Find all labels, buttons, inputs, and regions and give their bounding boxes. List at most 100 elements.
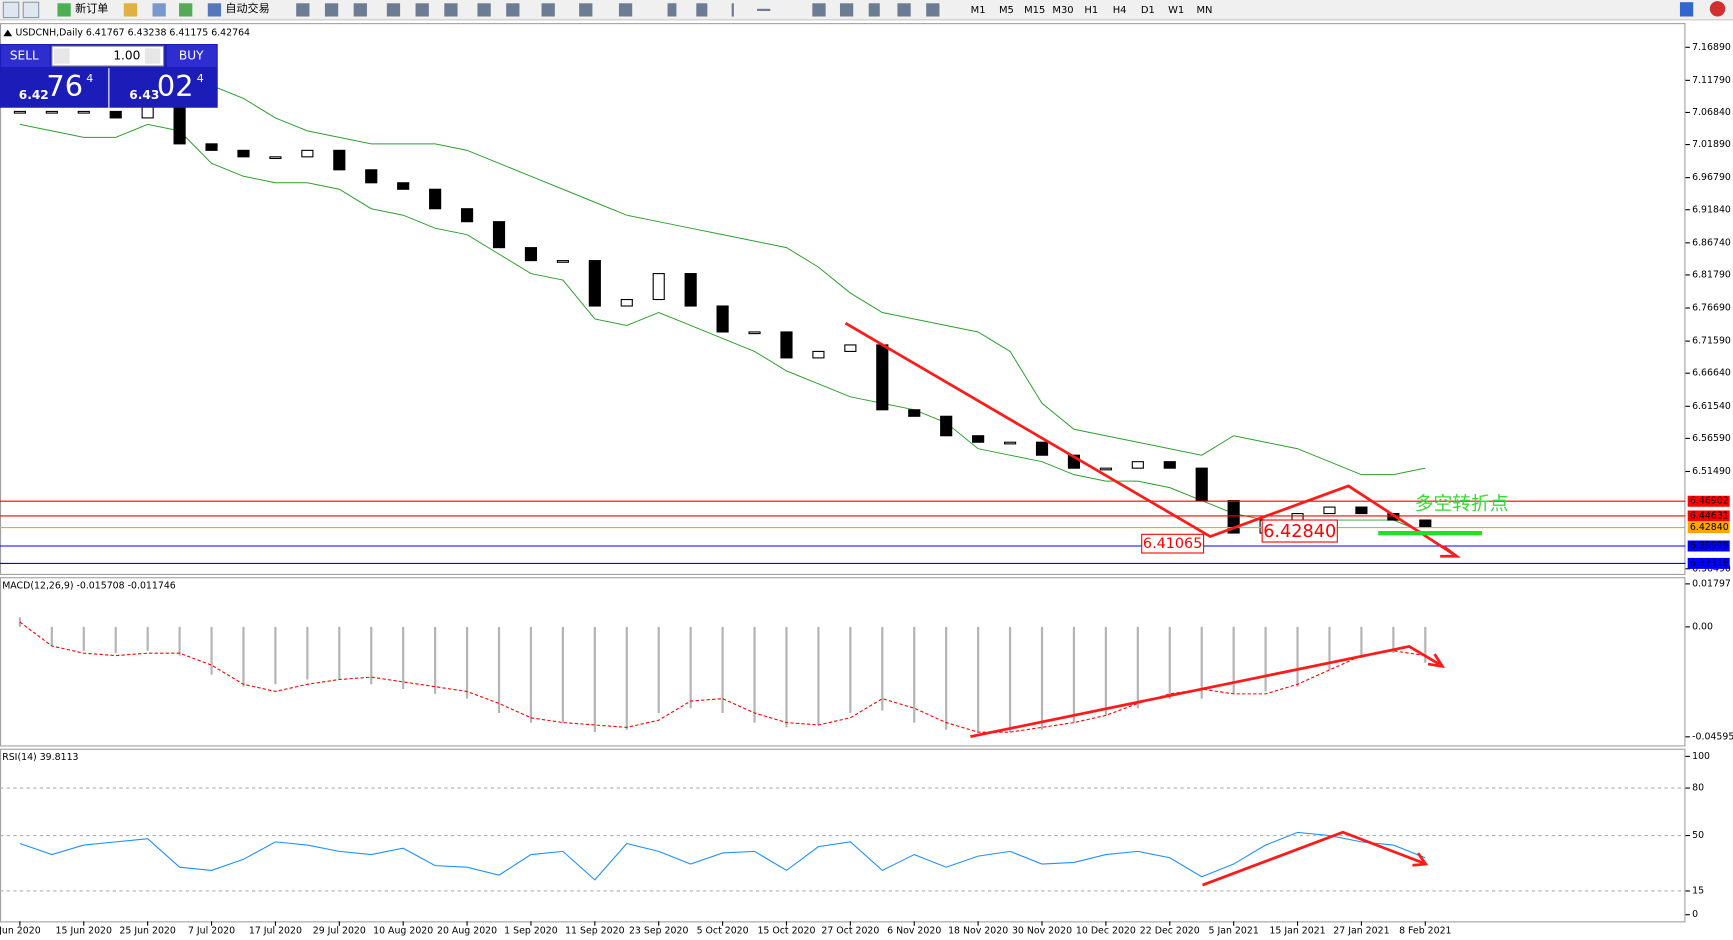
toolbar-icon[interactable] [123, 3, 138, 17]
tool-icon[interactable] [324, 3, 339, 17]
tool-icon[interactable] [839, 3, 854, 17]
tool-icon[interactable] [353, 3, 367, 17]
timeframe-button[interactable]: W1 [1168, 5, 1184, 16]
y-tick-label: 6.66640 [1692, 368, 1731, 379]
sell-price-pips[interactable]: 76 [46, 69, 83, 103]
auto-trading-button[interactable]: 自动交易 [225, 1, 269, 15]
tool-icon[interactable] [868, 3, 880, 17]
toolbar-tools [296, 3, 940, 17]
y-tick-label: 7.06840 [1692, 107, 1731, 118]
candle [780, 331, 793, 359]
x-tick-label: 30 Nov 2020 [1012, 926, 1072, 937]
x-tick-label: 7 Jul 2020 [188, 926, 235, 937]
sell-price-big[interactable]: 6.42 [19, 88, 49, 102]
candle [269, 156, 282, 160]
tool-icon[interactable] [897, 3, 911, 17]
candle [556, 260, 569, 263]
price-level-tag [1687, 510, 1730, 522]
y-tick-label: 100 [1692, 751, 1710, 762]
candle [908, 409, 921, 417]
rsi-arrow [1202, 830, 1425, 887]
price-level-label: 6.46902 [1690, 496, 1729, 507]
tool-icon[interactable] [618, 3, 633, 17]
timeframe-button[interactable]: MN [1196, 5, 1212, 16]
search-icon[interactable] [1679, 2, 1694, 17]
timeframe-button[interactable]: D1 [1141, 5, 1155, 16]
tool-icon[interactable] [444, 3, 458, 17]
lot-down[interactable] [54, 48, 70, 64]
candle [1099, 467, 1112, 471]
candle [1323, 506, 1336, 515]
annotation-box [1261, 519, 1338, 543]
tool-icon[interactable] [541, 3, 555, 17]
candle [1067, 454, 1081, 469]
tool-icon[interactable] [579, 3, 593, 17]
collapse-icon[interactable] [3, 29, 13, 37]
buy-price-big[interactable]: 6.43 [129, 88, 159, 102]
new-order-icon[interactable] [57, 3, 71, 17]
candle [109, 110, 122, 119]
toolbar-icon[interactable] [22, 1, 40, 19]
buy-button[interactable] [166, 45, 217, 68]
candle [173, 104, 186, 145]
y-tick-label: 15 [1692, 885, 1704, 896]
sell-price-frac[interactable]: 4 [86, 72, 93, 85]
timeframe-button[interactable]: H1 [1084, 5, 1098, 16]
tool-icon[interactable] [415, 3, 429, 17]
toolbar-icon[interactable] [152, 3, 166, 17]
toolbar [0, 0, 1733, 20]
y-tick-label: 0.00 [1692, 621, 1713, 632]
tool-icon[interactable] [506, 3, 520, 17]
x-tick-label: 22 Dec 2020 [1140, 926, 1200, 937]
buy-label[interactable]: BUY [179, 49, 204, 63]
candle [1131, 461, 1144, 469]
y-tick-label: 6.81790 [1692, 269, 1731, 280]
tool-icon[interactable] [386, 3, 401, 17]
notification-badge[interactable] [1709, 1, 1726, 17]
lot-input[interactable] [51, 45, 165, 67]
y-tick-label: 7.11790 [1692, 75, 1731, 86]
macd-signal [19, 621, 1426, 733]
tool-icon[interactable] [667, 3, 677, 17]
candle [1163, 461, 1176, 469]
y-tick-label: 0.01797 [1692, 578, 1731, 589]
sell-label[interactable]: SELL [10, 49, 39, 63]
buy-price-pips[interactable]: 02 [157, 69, 194, 103]
sell-button[interactable] [1, 45, 50, 68]
toolbar-icon[interactable] [2, 1, 20, 19]
y-tick-label: 50 [1692, 830, 1704, 841]
timeframe-button[interactable]: M5 [999, 5, 1014, 16]
toolbar-icon[interactable] [179, 3, 193, 17]
new-order-button[interactable]: 新订单 [75, 1, 108, 15]
tool-icon[interactable] [926, 3, 940, 17]
macd-pane [0, 577, 1686, 747]
timeframe-button[interactable]: M30 [1052, 5, 1073, 16]
tool-icon[interactable] [731, 3, 734, 17]
trend-arrows [844, 322, 1461, 887]
tool-icon[interactable] [696, 3, 708, 17]
x-tick-label: 15 Jun 2020 [56, 926, 112, 937]
candle [652, 273, 665, 301]
auto-trading-icon[interactable] [207, 3, 222, 17]
candle [940, 415, 953, 437]
timeframe-button[interactable]: H4 [1113, 5, 1127, 16]
timeframe-button[interactable]: M1 [971, 5, 986, 16]
lot-value[interactable]: 1.00 [113, 49, 140, 63]
tool-icon[interactable] [757, 8, 771, 11]
candle [620, 298, 633, 307]
tool-icon[interactable] [296, 3, 310, 17]
tool-icon[interactable] [812, 3, 826, 17]
timeframe-bar: M1 M5 M15 M30 H1 H4 D1 W1 MN [971, 5, 1213, 16]
tool-icon[interactable] [477, 3, 491, 17]
lot-up[interactable] [144, 48, 161, 64]
x-tick-label: 18 Nov 2020 [948, 926, 1008, 937]
indicator-title: MACD(12,26,9) -0.015708 -0.011746 [2, 581, 176, 592]
x-tick-label: 23 Sep 2020 [629, 926, 689, 937]
one-click-trading: SELL 1.00 BUY 6.42 76 4 6.43 02 4 [0, 43, 218, 108]
buy-price-frac[interactable]: 4 [197, 72, 204, 85]
timeframe-button[interactable]: M15 [1024, 5, 1045, 16]
x-tick-label: 10 Aug 2020 [373, 926, 433, 937]
candle [237, 149, 250, 158]
